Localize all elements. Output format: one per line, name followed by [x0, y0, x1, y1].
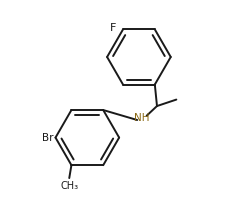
- Text: NH: NH: [134, 113, 150, 123]
- Text: CH₃: CH₃: [60, 181, 78, 191]
- Text: F: F: [110, 23, 116, 33]
- Text: Br: Br: [42, 133, 53, 143]
